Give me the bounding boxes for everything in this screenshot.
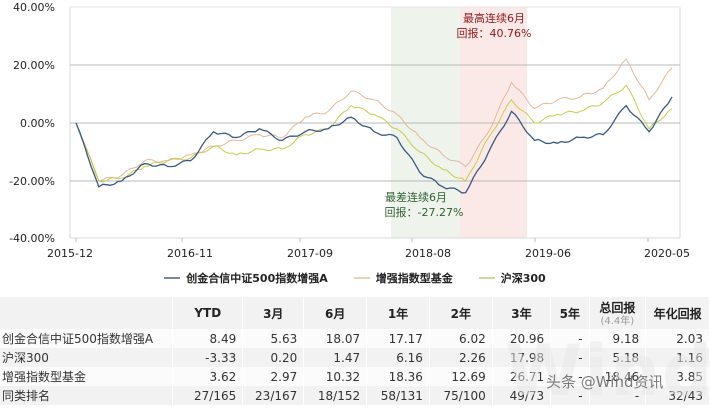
cell: 18/152 [303, 386, 368, 405]
row-name: 创金合信中证500指数增强A [0, 329, 174, 348]
returns-table: YTD 3月 6月 1年 2年 3年 5年 总回报 (4.4年) 年化回报 创金合… [0, 297, 710, 405]
header-total-return: 总回报 (4.4年) [589, 297, 647, 329]
svg-text:-40.00%: -40.00% [9, 232, 55, 245]
table-row: 沪深300 -3.33 0.20 1.47 6.16 2.26 17.98 - … [0, 348, 710, 367]
series-line [75, 58, 673, 182]
cell: 17.98 [492, 348, 552, 367]
series-line [75, 96, 673, 194]
cell: 18.36 [366, 367, 430, 386]
watermark-background: Wind [505, 330, 710, 412]
performance-chart: 40.00% 20.00% 0.00% -20.00% -40.00% 2015… [9, 1, 690, 260]
legend-item-fund[interactable]: 创金合信中证500指数增强A [164, 270, 328, 286]
series-line [75, 84, 673, 183]
cell: 1.47 [303, 348, 368, 367]
legend-item-enhanced-index[interactable]: 增强指数型基金 [353, 270, 453, 286]
cell: 17.17 [366, 329, 430, 348]
cell: 8.49 [172, 329, 244, 348]
cell: 2.97 [242, 367, 305, 386]
x-tick-label: 2015-12 [47, 247, 93, 260]
cell: 32/43 [645, 386, 710, 405]
header-ytd: YTD [172, 297, 244, 329]
x-axis [75, 238, 649, 242]
legend-swatch-icon [478, 277, 495, 279]
cell: 3.85 [645, 367, 710, 386]
legend-label: 沪深300 [500, 272, 546, 285]
header-name [0, 297, 174, 329]
header-5y: 5年 [550, 297, 590, 329]
table-row: 增强指数型基金 3.62 2.97 10.32 18.36 12.69 26.7… [0, 367, 710, 386]
header-annualized: 年化回报 [645, 297, 710, 329]
cell: 18.46 [589, 367, 647, 386]
cell: 20.96 [492, 329, 552, 348]
cell: 2.26 [429, 348, 493, 367]
legend-label: 增强指数型基金 [375, 272, 453, 285]
cell: 9.18 [589, 329, 647, 348]
best-period-value: 回报：40.76% [457, 26, 532, 40]
header-6m: 6月 [303, 297, 368, 329]
x-tick-label: 2017-09 [287, 247, 333, 260]
legend-swatch-icon [353, 277, 370, 279]
svg-text:40.00%: 40.00% [13, 1, 55, 14]
legend-swatch-icon [164, 277, 181, 279]
cell: 58/131 [366, 386, 430, 405]
cell: 3.62 [172, 367, 244, 386]
header-1y: 1年 [366, 297, 430, 329]
x-tick-label: 2019-06 [525, 247, 571, 260]
cell: 23/167 [242, 386, 305, 405]
x-tick-label: 2018-08 [405, 247, 451, 260]
cell: 18.07 [303, 329, 368, 348]
x-tick-label: 2016-11 [167, 247, 213, 260]
cell: 49/73 [492, 386, 552, 405]
cell: 2.03 [645, 329, 710, 348]
y-axis: 40.00% 20.00% 0.00% -20.00% -40.00% [9, 1, 55, 245]
cell: 6.02 [429, 329, 493, 348]
gridlines [70, 64, 680, 182]
svg-text:-20.00%: -20.00% [9, 175, 55, 188]
x-tick-label: 2020-05 [644, 247, 690, 260]
header-total-return-sub: (4.4年) [600, 316, 635, 327]
table-row: 创金合信中证500指数增强A 8.49 5.63 18.07 17.17 6.0… [0, 329, 710, 348]
best-period-label: 最高连续6月 [463, 11, 525, 25]
cell: 0.20 [242, 348, 305, 367]
cell: 26.71 [492, 367, 552, 386]
table-header-row: YTD 3月 6月 1年 2年 3年 5年 总回报 (4.4年) 年化回报 [0, 297, 710, 329]
cell: - [550, 386, 590, 405]
legend-item-csi300[interactable]: 沪深300 [478, 270, 546, 286]
cell: 5.63 [242, 329, 305, 348]
cell: - [550, 329, 590, 348]
cell: - [589, 386, 647, 405]
table-row: 同类排名 27/165 23/167 18/152 58/131 75/100 … [0, 386, 710, 405]
series-lines [75, 58, 673, 194]
header-2y: 2年 [429, 297, 493, 329]
worst-period-value: 回报：-27.27% [385, 205, 464, 219]
cell: -3.33 [172, 348, 244, 367]
cell: 10.32 [303, 367, 368, 386]
watermark-text: 头条 @Wind资讯 [546, 373, 664, 391]
header-3y: 3年 [492, 297, 552, 329]
svg-text:0.00%: 0.00% [20, 117, 55, 130]
svg-text:20.00%: 20.00% [13, 59, 55, 72]
cell: 5.18 [589, 348, 647, 367]
row-name: 沪深300 [0, 348, 174, 367]
cell: - [550, 367, 590, 386]
row-name: 增强指数型基金 [0, 367, 174, 386]
cell: 27/165 [172, 386, 244, 405]
header-3m: 3月 [242, 297, 305, 329]
cell: - [550, 348, 590, 367]
cell: 12.69 [429, 367, 493, 386]
worst-period-label: 最差连续6月 [385, 190, 447, 204]
header-total-return-label: 总回报 [599, 301, 636, 315]
cell: 75/100 [429, 386, 493, 405]
legend-label: 创金合信中证500指数增强A [186, 272, 328, 285]
cell: 1.16 [645, 348, 710, 367]
cell: 6.16 [366, 348, 430, 367]
row-name: 同类排名 [0, 386, 174, 405]
chart-legend: 创金合信中证500指数增强A 增强指数型基金 沪深300 [0, 270, 710, 286]
